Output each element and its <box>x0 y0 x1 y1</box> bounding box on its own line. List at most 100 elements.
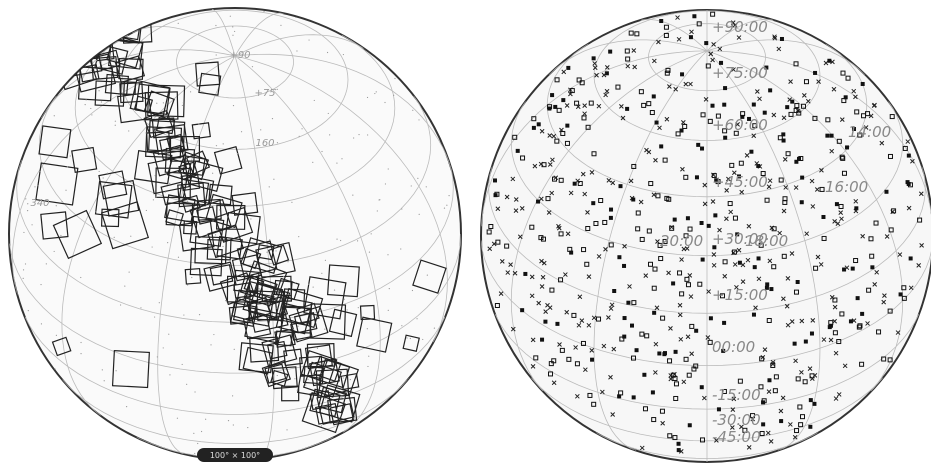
footprint <box>111 350 150 389</box>
star <box>177 22 179 24</box>
filled-marker <box>569 250 574 255</box>
square-marker <box>585 124 591 130</box>
star <box>169 182 171 184</box>
star <box>276 142 279 144</box>
square-marker <box>750 413 756 419</box>
grid-line <box>157 55 236 455</box>
footprint <box>243 275 278 307</box>
star <box>126 406 128 408</box>
cross-marker <box>789 319 795 324</box>
footprint <box>94 43 129 75</box>
square-marker <box>803 79 809 85</box>
star <box>214 234 217 236</box>
cross-marker <box>592 61 598 66</box>
square-marker <box>659 408 665 414</box>
star <box>353 137 355 139</box>
star <box>80 276 82 279</box>
star <box>349 378 351 381</box>
cross-marker <box>606 315 611 320</box>
footprint <box>191 122 211 140</box>
square-marker <box>574 361 580 367</box>
ra-label: 14:00 <box>848 123 891 141</box>
star <box>98 90 100 92</box>
footprint <box>165 209 185 227</box>
cross-marker <box>781 296 786 302</box>
filled-marker <box>764 285 769 290</box>
star <box>58 378 61 380</box>
star <box>40 323 43 325</box>
star <box>232 424 234 426</box>
star <box>151 246 153 248</box>
filled-marker <box>834 202 839 207</box>
star <box>367 435 369 438</box>
ra-label: 18:00 <box>745 232 788 250</box>
square-marker <box>608 242 614 248</box>
footprint <box>189 247 223 277</box>
square-marker <box>556 107 562 113</box>
star <box>43 13 46 15</box>
star <box>189 91 192 93</box>
square-marker <box>707 118 713 124</box>
star <box>419 393 422 396</box>
filled-marker <box>591 201 596 206</box>
star <box>81 21 83 23</box>
filled-marker <box>827 325 832 330</box>
grid-line <box>132 26 236 57</box>
square-marker <box>651 285 657 291</box>
cross-marker <box>580 171 586 177</box>
cross-marker <box>868 113 874 119</box>
square-marker <box>752 123 758 129</box>
cross-marker <box>787 422 793 427</box>
cross-marker <box>498 291 504 296</box>
star <box>193 432 195 434</box>
filled-marker <box>756 163 761 168</box>
star <box>358 133 360 136</box>
square-marker <box>662 157 668 163</box>
square-marker <box>667 358 673 364</box>
square-marker <box>657 242 663 248</box>
star <box>433 448 436 450</box>
square-marker <box>722 128 728 134</box>
filled-marker <box>905 180 910 185</box>
star <box>34 186 36 188</box>
cross-marker <box>530 364 536 369</box>
square-marker <box>733 130 739 136</box>
star <box>158 302 160 304</box>
star <box>213 333 215 336</box>
star <box>340 239 342 242</box>
filled-marker <box>553 104 558 109</box>
star <box>232 104 235 107</box>
star <box>229 15 231 17</box>
star <box>22 277 24 279</box>
star <box>366 328 368 330</box>
star <box>13 106 15 108</box>
star <box>61 201 63 203</box>
square-marker <box>845 75 851 81</box>
cross-marker <box>782 156 788 162</box>
filled-marker <box>687 423 692 428</box>
cross-marker <box>689 29 694 35</box>
star <box>154 316 156 318</box>
star <box>194 391 196 393</box>
square-marker <box>558 231 564 237</box>
star <box>301 289 303 292</box>
filled-marker <box>850 266 855 271</box>
square-marker <box>549 287 555 293</box>
cross-marker <box>678 449 684 454</box>
cross-marker <box>833 350 839 356</box>
star <box>119 304 122 306</box>
square-marker <box>548 371 554 377</box>
cross-marker <box>745 257 751 263</box>
star <box>186 383 188 385</box>
cross-marker <box>599 389 605 395</box>
filled-marker <box>659 144 664 149</box>
star <box>409 337 411 340</box>
star <box>9 339 11 341</box>
filled-marker <box>860 81 865 86</box>
star <box>286 429 288 431</box>
filled-marker <box>680 72 685 77</box>
footprint <box>144 91 179 121</box>
star <box>145 209 147 212</box>
star <box>406 21 409 23</box>
cross-marker <box>832 218 838 224</box>
